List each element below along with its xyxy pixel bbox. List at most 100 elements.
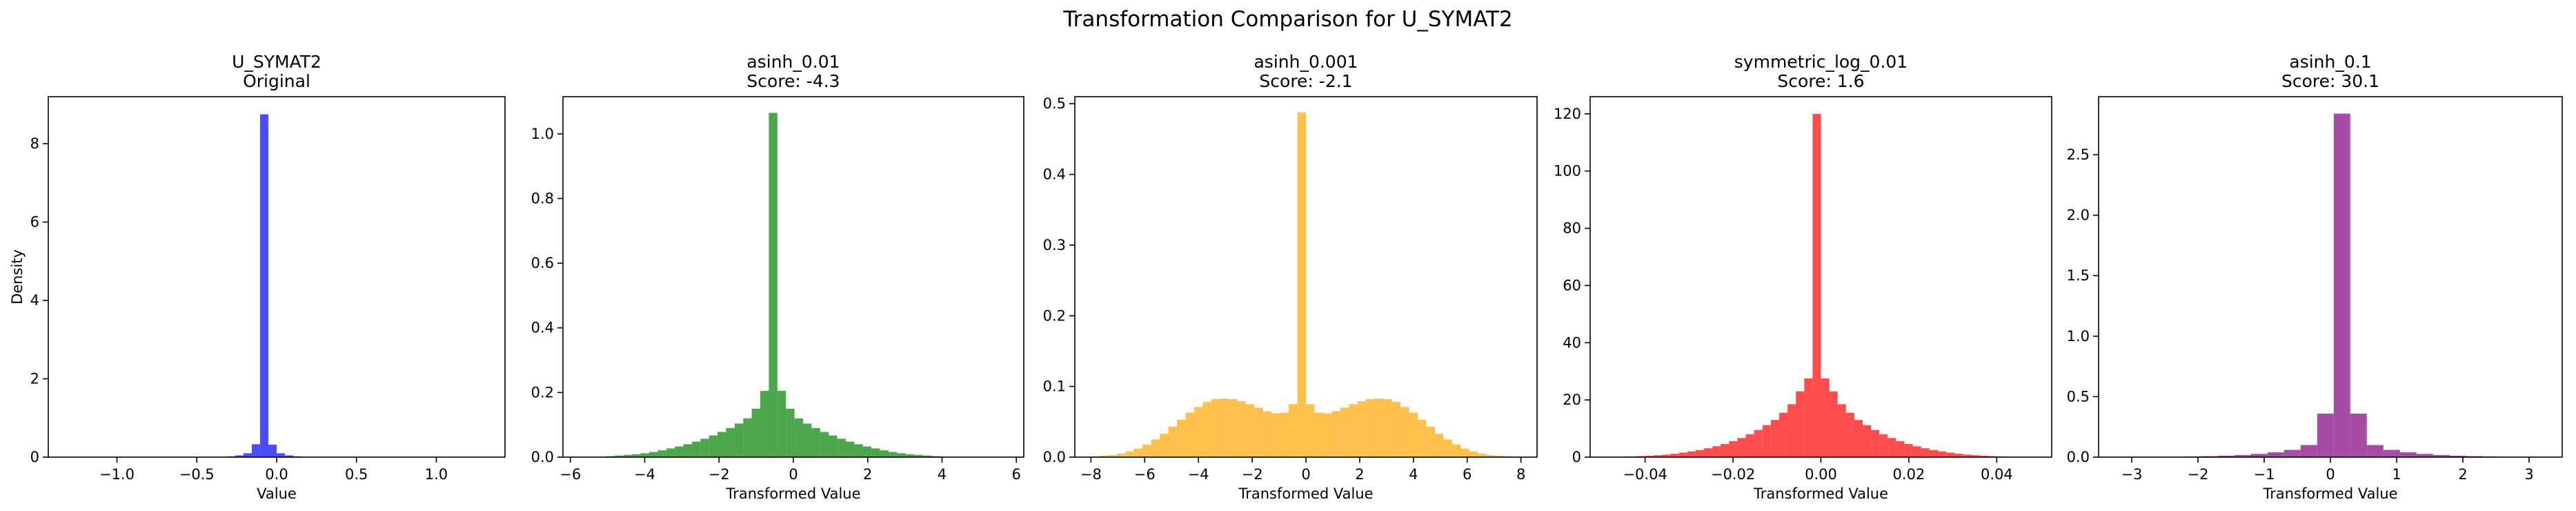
x-tick-label: 1 [2392,466,2401,483]
histogram-bar [854,444,863,457]
histogram-bars [2118,113,2549,457]
y-tick-label: 0 [30,449,39,465]
histogram-bar [794,418,804,457]
histogram-bar [1896,441,1905,457]
x-tick-label: −3 [2121,466,2143,483]
x-tick-label: 1.0 [425,466,448,483]
x-tick-label: −0.02 [1711,466,1755,483]
x-tick-label: −4 [634,466,655,483]
histogram-bar [1193,407,1203,457]
histogram-bar [2366,445,2384,457]
histogram-bar [1306,404,1315,457]
histogram-bar [1687,451,1696,457]
x-tick-label: 3 [2524,466,2533,483]
subplot-title: symmetric_log_0.01 [1734,52,1908,72]
subplot-subtitle: Score: -4.3 [746,71,840,91]
histogram-bar [2383,450,2400,457]
histogram-bar [1177,419,1186,457]
histogram-bar [2267,452,2284,457]
histogram-bar [1142,444,1151,457]
histogram-bar [1695,450,1705,457]
histogram-bar [2449,455,2466,457]
y-tick-label: 0.5 [2067,388,2090,405]
subplot-3: −8 −6 −4 −2 0 2 4 6 8 0.0 0.1 0.2 0.3 0.4 0.5 asinh_0.0… [1043,52,1538,502]
histogram-bar [717,432,726,457]
histogram-bar [1495,455,1504,457]
histogram-bar [1871,430,1880,457]
histogram-bar [1237,401,1246,457]
x-tick-label: −6 [559,466,581,483]
histogram-bar [623,454,633,457]
y-tick-label: 0.5 [1043,95,1066,112]
subplot-title: asinh_0.001 [1254,52,1358,72]
histogram-bar [1409,412,1418,457]
x-tick-label: −2 [1242,466,1263,483]
x-tick-label: −2 [2188,466,2209,483]
histogram-bar [1954,454,1963,457]
histogram-bar [871,448,880,457]
histogram-bar [786,408,795,457]
histogram-bar [1829,391,1838,457]
subplot-title: asinh_0.01 [746,52,840,72]
histogram-bar [1357,401,1367,457]
histogram-bar [829,435,838,457]
y-tick-label: 120 [1554,106,1581,122]
subplot-subtitle: Score: -2.1 [1259,71,1352,91]
y-tick-label: 0.1 [1043,378,1066,395]
histogram-bar [888,452,898,457]
histogram-bar [1478,453,1487,457]
histogram-bar [1821,378,1830,457]
x-axis-label: Transformed Value [1238,485,1373,502]
histogram-bar [837,438,846,457]
histogram-bar [1904,443,1913,457]
histogram-bar [734,423,744,457]
y-tick-label: 0.2 [531,384,554,401]
x-tick-label: −2 [709,466,730,483]
histogram-bar [1837,404,1846,457]
x-tick-label: −1.0 [99,466,135,483]
histogram-bar [1729,441,1738,457]
histogram-bar [1262,411,1272,457]
histogram-bar [657,450,666,457]
x-tick-label: 8 [1516,466,1525,483]
histogram-bar [1854,420,1863,457]
histogram-bar [243,453,252,457]
histogram-bar [1469,451,1478,457]
histogram-bar [235,455,244,457]
y-tick-label: 0.6 [531,255,554,271]
histogram-bar [1220,398,1229,457]
histogram-bar [1254,407,1263,457]
histogram-bar [1654,455,1663,457]
histogram-bar [1979,455,1988,457]
histogram-bar [268,444,277,457]
y-tick-label: 2 [30,371,39,387]
histogram-bar [1202,402,1211,457]
histogram-bar [1108,454,1117,457]
x-tick-label: −1 [2254,466,2275,483]
y-tick-label: 0.0 [1043,449,1066,465]
subplot-subtitle: Score: 1.6 [1777,71,1864,91]
histogram-bar [760,391,769,457]
y-tick-label: 0.0 [2067,449,2090,465]
y-tick-label: 0 [1572,449,1581,465]
y-tick-label: 80 [1563,220,1581,237]
histogram-bar [1211,399,1220,457]
x-tick-label: −0.04 [1623,466,1667,483]
histogram-bar [1486,454,1496,457]
histogram-bar [1804,378,1813,457]
histogram-bar [2283,450,2301,457]
x-tick-label: 2 [863,466,872,483]
histogram-bar [1443,439,1452,457]
y-tick-label: 0.8 [531,190,554,206]
histogram-bar [1289,404,1298,457]
histogram-bar [914,454,923,457]
y-tick-label: 8 [30,135,39,152]
y-tick-label: 40 [1563,334,1581,351]
histogram-bar [1704,448,1713,457]
x-tick-label: 0.00 [1805,466,1837,483]
x-axis-label: Value [257,485,297,502]
histogram-bar [1151,439,1160,457]
histogram-bar [1937,451,1947,457]
histogram-bar [1929,450,1938,457]
